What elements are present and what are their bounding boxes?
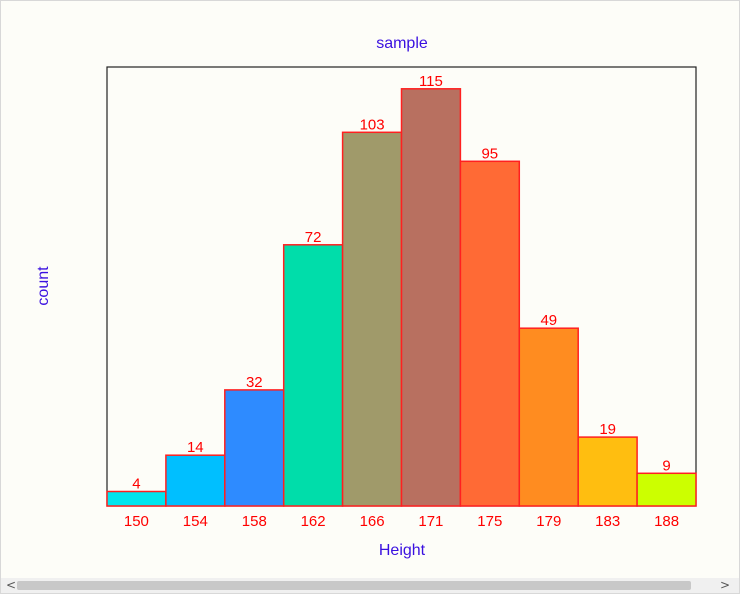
x-tick-label: 162 (301, 513, 326, 530)
bar-158 (224, 389, 285, 507)
bar-166 (341, 131, 403, 507)
horizontal-scrollbar[interactable]: < > (1, 578, 739, 593)
bar-171 (400, 88, 462, 507)
bar-value-label: 72 (305, 229, 322, 246)
bar-value-label: 95 (481, 145, 498, 162)
scrollbar-thumb[interactable] (17, 581, 691, 590)
bar-179 (518, 327, 579, 507)
x-tick-label: 166 (360, 513, 385, 530)
bar-188 (636, 472, 697, 507)
x-axis-label: Height (379, 542, 426, 559)
bar-value-label: 49 (540, 312, 557, 329)
bar-150 (106, 490, 167, 507)
bar-value-label: 32 (246, 374, 263, 391)
x-tick-label: 150 (124, 513, 149, 530)
x-tick-label: 175 (477, 513, 502, 530)
y-axis-label: count (35, 266, 52, 306)
x-tick-label: 179 (536, 513, 561, 530)
scroll-right-icon[interactable]: > (719, 578, 731, 592)
bar-value-label: 19 (599, 421, 616, 438)
bar-175 (459, 160, 521, 507)
x-tick-label: 171 (418, 513, 443, 530)
x-tick-label: 154 (183, 513, 208, 530)
bar-value-label: 4 (132, 476, 140, 493)
bar-183 (577, 436, 638, 507)
bars-group (106, 88, 697, 507)
bar-154 (165, 454, 226, 507)
value-labels-group: 4 14 32 72 103 115 95 49 19 9 (132, 73, 671, 493)
x-tick-label: 183 (595, 513, 620, 530)
x-tick-label: 188 (654, 513, 679, 530)
bar-value-label: 14 (187, 439, 204, 456)
tick-labels-group: 150 154 158 162 166 171 175 179 183 188 (124, 513, 679, 530)
bar-value-label: 103 (360, 116, 385, 133)
bar-value-label: 9 (662, 457, 670, 474)
bar-162 (282, 244, 344, 507)
bar-value-label: 115 (419, 73, 443, 90)
chart-title: sample (376, 35, 428, 52)
x-tick-label: 158 (242, 513, 267, 530)
scroll-left-icon[interactable]: < (5, 578, 17, 592)
